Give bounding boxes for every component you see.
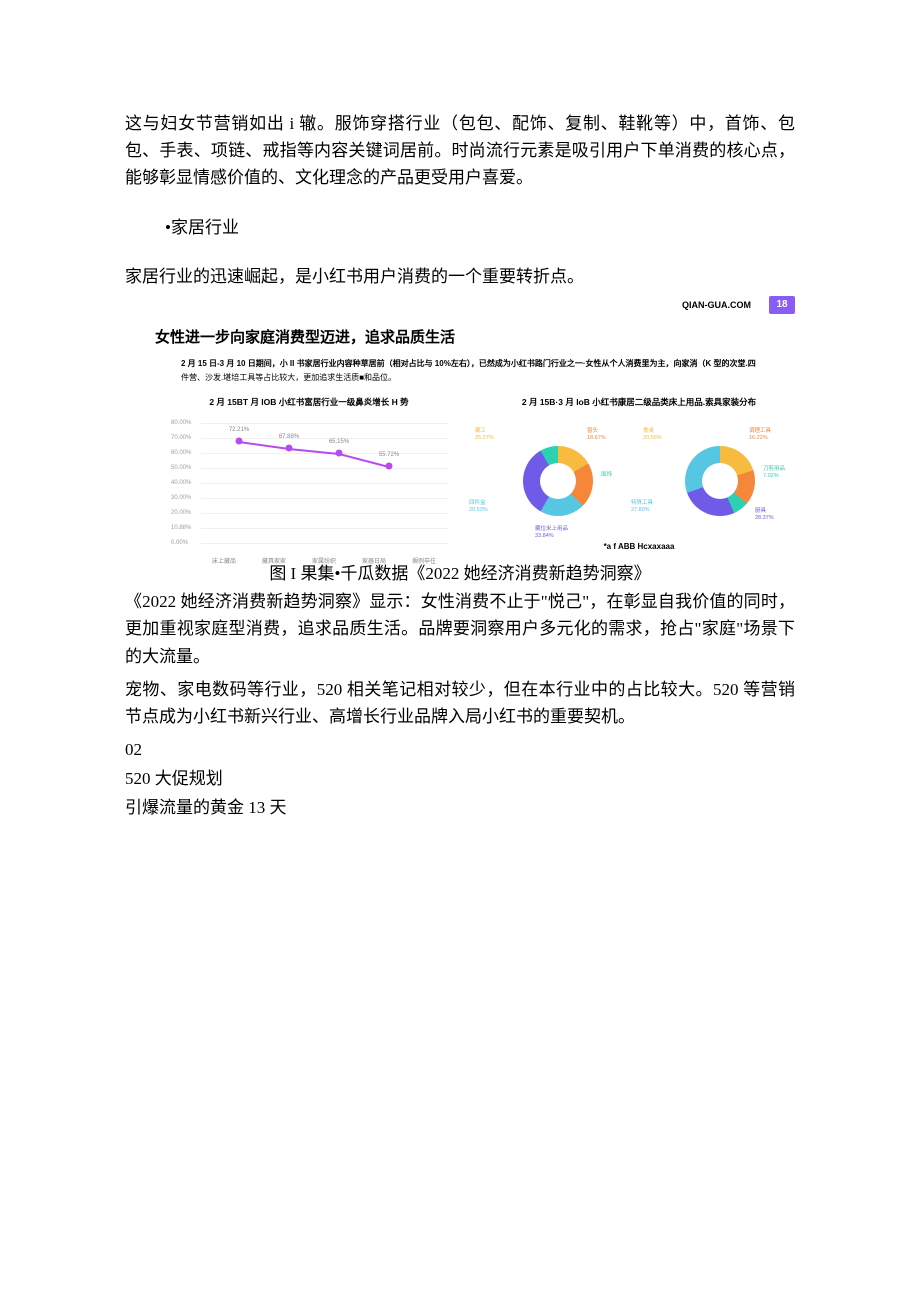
infographic-block: QIAN-GUA.COM 18 女性进一步向家庭消费型迈进，追求品质生活 2 月… [125,296,795,553]
gridline [201,423,449,424]
donut-ring-2 [685,446,755,516]
donut-slice-label: 藏工25.27% [475,428,494,441]
donut-slice-label: 面饰 [601,472,612,479]
data-point-label: 65.15% [329,439,349,445]
donut-slice-label: 藏位米上用品33.84% [535,526,568,539]
bullet-home-industry: •家居行业 [165,214,795,241]
infographic-title: 女性进一步向家庭消费型迈进，追求品质生活 [155,326,795,347]
desc-line-b: 件营、沙发.堪培工具等占比较大，更加追求生活质■和品位。 [181,373,396,382]
donut-slice-label: 厨具28.37% [755,508,774,521]
line-chart-title: 2 月 15BT 月 IOB 小红书富居行业一级鼻炎增长 H 势 [155,396,463,408]
y-axis-label: 60.00% [171,450,191,456]
y-axis-label: 70.00% [171,435,191,441]
data-point-label: 67.88% [279,434,299,440]
infographic-header: QIAN-GUA.COM 18 [125,296,795,314]
paragraph-industries: 宠物、家电数码等行业，520 相关笔记相对较少，但在本行业中的占比较大。520 … [125,676,795,730]
x-axis-label: 家属纷织 [312,556,336,565]
gridline [201,453,449,454]
x-axis-label: 床上藏品 [212,556,236,565]
donut-slice-label: 窗头18.67% [587,428,606,441]
y-axis-label: 10.88% [171,525,191,531]
donut-slice-label: 食桌20.56% [643,428,662,441]
data-point-label: 55.72% [379,452,399,458]
y-axis-label: 0.00% [171,540,188,546]
donut-chart-title: 2 月 15B·3 月 IoB 小红书康居二级品类床上用品.索具家装分布 [483,396,795,408]
y-axis-label: 30.00% [171,495,191,501]
desc-line-a: 2 月 15 日-3 月 10 日期间，小 II 书家居行业内容种草居前（相对占… [181,359,756,368]
gridline [201,483,449,484]
donut-chart-left: 藏工25.27%窗头18.67%面饰四件盒20.53%藏位米上用品33.84% [483,426,633,536]
donut-ring-1 [523,446,593,516]
section-number: 02 [125,736,795,765]
gridline [201,498,449,499]
paragraph-home-rise: 家居行业的迅速崛起，是小红书用户消费的一个重要转折点。 [125,263,795,290]
donut-slice-label: 特殊工具27.80% [631,500,653,513]
gridline [201,468,449,469]
page-number-badge: 18 [769,296,795,314]
y-axis-label: 20.00% [171,510,191,516]
y-axis-label: 50.00% [171,465,191,471]
data-point-label: 72.21% [229,427,249,433]
paragraph-intro: 这与妇女节营销如出 i 辙。服饰穿搭行业（包包、配饰、复制、鞋靴等）中，首饰、包… [125,110,795,192]
line-chart-column: 2 月 15BT 月 IOB 小红书富居行业一级鼻炎增长 H 势 80.00% 7… [155,396,463,553]
line-segment [239,441,289,449]
donut-slice-label: 调理工具16.22% [749,428,771,441]
donut-chart-right: 食桌20.56%调理工具16.22%刀剪用品7.02%特殊工具27.80%厨具2… [645,426,795,536]
section-title-1: 520 大促规划 [125,765,795,794]
y-axis-label: 40.00% [171,480,191,486]
donut-slice-label: 四件盒20.53% [469,500,488,513]
section-title-2: 引爆流量的黄金 13 天 [125,794,795,823]
donut-slice-label: 刀剪用品7.02% [763,466,785,479]
donut-chart-column: 2 月 15B·3 月 IoB 小红书康居二级品类床上用品.索具家装分布 藏工2… [483,396,795,553]
gridline [201,528,449,529]
line-chart: 80.00% 70.00% 60.00% 50.00% 40.00% 30.00% 20.0… [169,418,449,553]
x-axis-label: 家器日局 [362,556,386,565]
gridline [201,513,449,514]
infographic-desc: 2 月 15 日-3 月 10 日期间，小 II 书家居行业内容种草居前（相对占… [181,357,795,384]
x-axis-label: 藏具家家 [262,556,286,565]
x-axis-label: 搁例卒往 [412,556,436,565]
y-axis-label: 80.00% [171,420,191,426]
donut-footnote: *a f ABB Hcxaxaaa [483,542,795,551]
gridline [201,543,449,544]
source-domain: QIAN-GUA.COM [682,300,751,310]
donut-pair: 藏工25.27%窗头18.67%面饰四件盒20.53%藏位米上用品33.84% … [483,418,795,536]
paragraph-report: 《2022 她经济消费新趋势洞察》显示：女性消费不止于"悦己"，在彰显自我价值的… [125,588,795,670]
